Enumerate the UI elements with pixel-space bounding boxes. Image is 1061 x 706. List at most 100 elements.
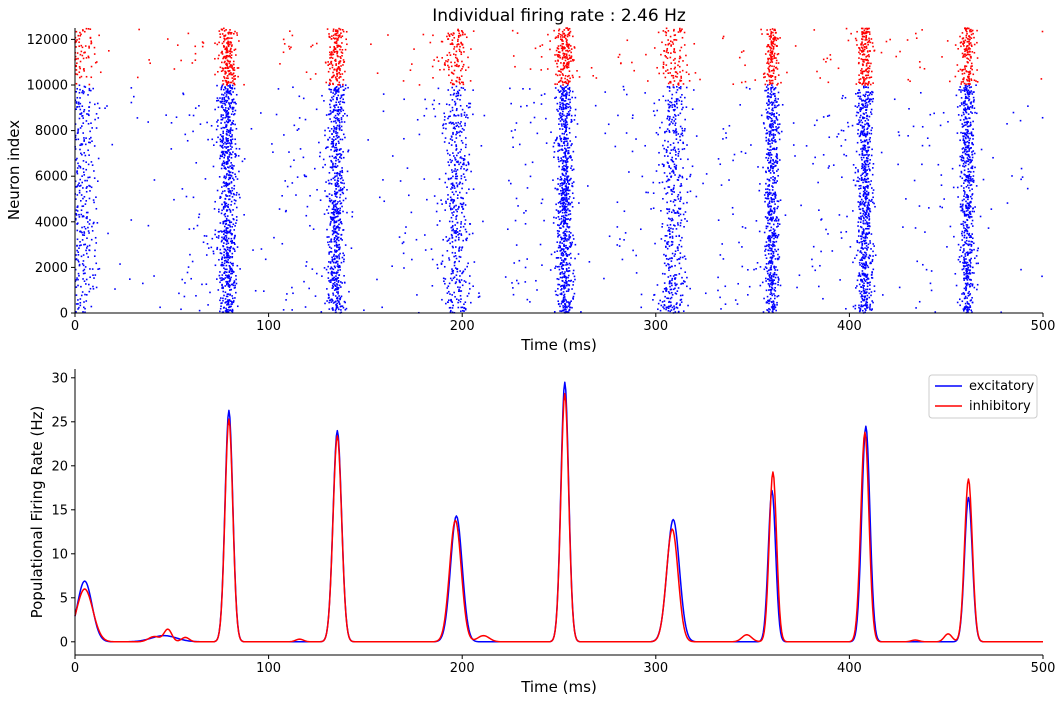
- raster-spike-excitatory: [769, 205, 771, 207]
- raster-spike-excitatory: [459, 130, 462, 133]
- raster-spike-excitatory: [860, 278, 862, 281]
- raster-spike-excitatory: [674, 204, 676, 207]
- raster-spike-excitatory: [454, 282, 457, 285]
- raster-spike-excitatory: [970, 236, 973, 239]
- raster-spike-excitatory: [220, 167, 223, 170]
- raster-spike-excitatory: [768, 289, 770, 291]
- raster-spike-excitatory: [339, 266, 341, 269]
- raster-spike-excitatory: [774, 236, 777, 239]
- raster-spike-excitatory: [674, 274, 676, 276]
- raster-spike-excitatory: [562, 193, 565, 195]
- raster-spike-excitatory: [460, 306, 463, 309]
- raster-spike-excitatory: [678, 235, 681, 237]
- raster-spike-excitatory: [201, 283, 203, 286]
- raster-spike-excitatory: [967, 146, 970, 149]
- raster-spike-excitatory: [855, 254, 858, 257]
- raster-spike-excitatory: [231, 84, 234, 87]
- raster-spike-excitatory: [78, 84, 81, 87]
- raster-spike-excitatory: [335, 90, 337, 92]
- raster-spike-excitatory: [777, 258, 779, 261]
- raster-spike-excitatory: [341, 239, 343, 241]
- raster-spike-excitatory: [223, 205, 225, 208]
- raster-spike-excitatory: [559, 103, 562, 106]
- raster-spike-excitatory: [768, 245, 770, 248]
- raster-spike-excitatory: [557, 216, 560, 218]
- raster-spike-excitatory: [861, 265, 863, 268]
- raster-spike-excitatory: [865, 139, 868, 141]
- raster-spike-excitatory: [774, 191, 776, 194]
- raster-spike-excitatory: [565, 150, 567, 153]
- raster-spike-excitatory: [664, 273, 666, 275]
- raster-spike-excitatory: [775, 118, 778, 120]
- raster-spike-excitatory: [565, 168, 568, 170]
- raster-spike-excitatory: [561, 211, 564, 214]
- raster-spike-excitatory: [866, 143, 869, 145]
- raster-spike-excitatory: [221, 203, 223, 206]
- raster-spike-excitatory: [224, 99, 227, 102]
- raster-spike-excitatory: [667, 103, 670, 106]
- raster-spike-excitatory: [459, 134, 461, 137]
- raster-spike-excitatory: [860, 241, 862, 243]
- raster-spike-excitatory: [666, 201, 668, 204]
- raster-spike-excitatory: [203, 235, 206, 237]
- raster-spike-excitatory: [681, 132, 683, 135]
- raster-spike-excitatory: [95, 113, 98, 115]
- raster-spike-excitatory: [668, 267, 670, 269]
- raster-spike-excitatory: [773, 129, 775, 131]
- raster-spike-excitatory: [88, 232, 90, 234]
- raster-spike-excitatory: [228, 191, 230, 194]
- raster-spike-excitatory: [867, 187, 869, 189]
- raster-spike-excitatory: [441, 298, 443, 301]
- raster-spike-excitatory: [570, 244, 573, 247]
- raster-spike-excitatory: [770, 167, 772, 169]
- raster-spike-excitatory: [339, 209, 341, 212]
- raster-spike-excitatory: [341, 85, 344, 88]
- raster-spike-excitatory: [866, 211, 868, 213]
- raster-spike-excitatory: [767, 222, 769, 224]
- raster-spike-excitatory: [234, 297, 236, 299]
- raster-spike-excitatory: [863, 251, 866, 254]
- raster-spike-excitatory: [225, 143, 228, 145]
- raster-spike-excitatory: [860, 217, 862, 220]
- raster-spike-excitatory: [334, 149, 337, 151]
- raster-spike-excitatory: [773, 289, 776, 291]
- raster-spike-excitatory: [449, 293, 451, 295]
- raster-spike-excitatory: [229, 132, 232, 134]
- raster-spike-excitatory: [681, 108, 683, 111]
- raster-spike-excitatory: [569, 90, 572, 92]
- raster-spike-excitatory: [236, 191, 238, 194]
- raster-spike-excitatory: [459, 300, 462, 303]
- raster-spike-excitatory: [771, 250, 774, 253]
- raster-spike-excitatory: [75, 102, 78, 104]
- raster-spike-excitatory: [241, 160, 244, 163]
- raster-spike-excitatory: [472, 89, 474, 91]
- raster-spike-excitatory: [222, 299, 224, 302]
- raster-spike-excitatory: [865, 135, 867, 138]
- raster-spike-excitatory: [330, 159, 332, 162]
- raster-spike-excitatory: [222, 147, 224, 149]
- raster-spike-excitatory: [766, 132, 769, 134]
- raster-spike-excitatory: [866, 288, 869, 291]
- raster-spike-excitatory: [867, 203, 870, 205]
- raster-spike-excitatory: [971, 134, 974, 137]
- raster-spike-excitatory: [675, 158, 677, 160]
- raster-spike-excitatory: [770, 229, 772, 232]
- raster-spike-excitatory: [673, 224, 675, 226]
- raster-spike-excitatory: [85, 294, 88, 296]
- raster-spike-excitatory: [447, 178, 450, 181]
- raster-spike-excitatory: [771, 287, 774, 290]
- raster-spike-excitatory: [561, 192, 564, 195]
- raster-spike-excitatory: [563, 142, 565, 145]
- raster-spike-excitatory: [467, 106, 470, 109]
- raster-spike-excitatory: [76, 205, 79, 207]
- raster-spike-excitatory: [570, 118, 573, 121]
- raster-spike-excitatory: [963, 140, 966, 142]
- raster-spike-excitatory: [866, 161, 869, 163]
- raster-spike-excitatory: [865, 232, 868, 234]
- raster-spike-excitatory: [452, 228, 454, 231]
- raster-spike-excitatory: [625, 93, 628, 96]
- raster-spike-excitatory: [286, 293, 288, 295]
- raster-spike-excitatory: [668, 229, 671, 231]
- raster-spike-excitatory: [227, 91, 229, 93]
- raster-spike-excitatory: [525, 209, 527, 212]
